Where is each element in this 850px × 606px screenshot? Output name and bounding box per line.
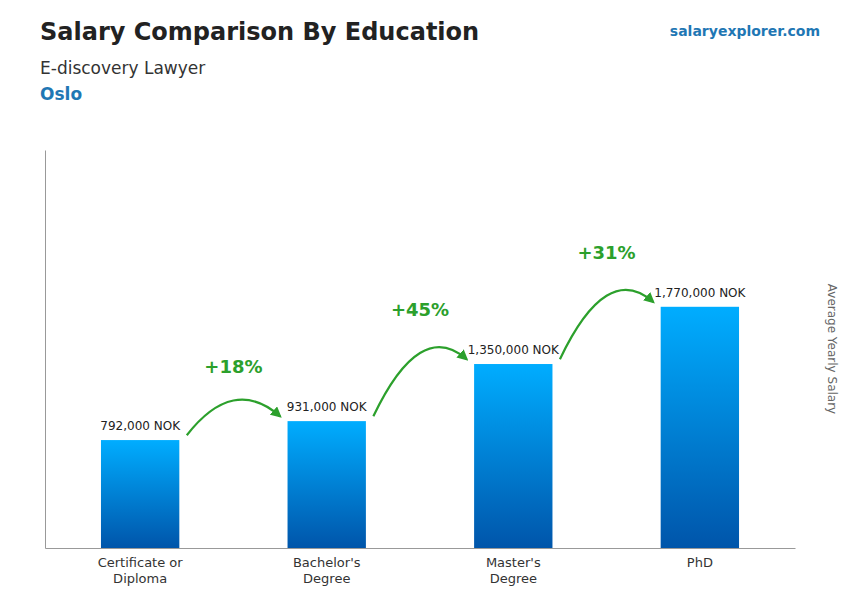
data-labels: 792,000 NOK 931,000 NOK 1,350,000 NOK 1,770… bbox=[100, 286, 746, 433]
data-label: 931,000 NOK bbox=[287, 400, 368, 414]
data-label: 1,770,000 NOK bbox=[654, 286, 746, 300]
x-tick-label-line: PhD bbox=[687, 555, 713, 570]
plot: Certificate orDiplomaBachelor'sDegreeMas… bbox=[46, 151, 796, 586]
title: Salary Comparison By Education bbox=[40, 18, 479, 46]
change-arrow bbox=[373, 347, 466, 416]
bar bbox=[661, 307, 739, 548]
change-label: +18% bbox=[204, 356, 262, 377]
x-tick-label: Certificate orDiploma bbox=[98, 555, 184, 586]
x-tick-label: Master'sDegree bbox=[486, 555, 541, 586]
bar bbox=[101, 440, 179, 548]
data-label: 1,350,000 NOK bbox=[468, 343, 560, 357]
change-arrows: +18% +45% +31% bbox=[187, 242, 653, 436]
x-tick-label-line: Diploma bbox=[113, 571, 167, 586]
x-tick: Bachelor'sDegree bbox=[293, 555, 361, 586]
bars bbox=[101, 307, 739, 548]
x-axis: Certificate orDiplomaBachelor'sDegreeMas… bbox=[46, 549, 796, 586]
y-axis-label: Average Yearly Salary bbox=[825, 284, 839, 414]
x-tick: PhD bbox=[687, 555, 713, 570]
x-tick-label: Bachelor'sDegree bbox=[293, 555, 361, 586]
x-tick-label-line: Certificate or bbox=[98, 555, 184, 570]
x-tick-label-line: Degree bbox=[303, 571, 350, 586]
data-label: 792,000 NOK bbox=[100, 419, 181, 433]
subtitle: E-discovery Lawyer bbox=[40, 58, 205, 78]
change-arrow bbox=[187, 400, 280, 436]
source: salaryexplorer.com bbox=[670, 23, 820, 39]
x-tick-label: PhD bbox=[687, 555, 713, 570]
x-tick-label-line: Bachelor's bbox=[293, 555, 361, 570]
x-axis-line bbox=[46, 548, 796, 549]
x-tick-label-line: Master's bbox=[486, 555, 541, 570]
change-label: +45% bbox=[391, 299, 449, 320]
change-arrow bbox=[560, 290, 653, 359]
x-tick: Certificate orDiploma bbox=[98, 555, 184, 586]
x-tick-label-line: Degree bbox=[490, 571, 537, 586]
y-axis bbox=[45, 151, 46, 549]
x-tick: Master'sDegree bbox=[486, 555, 541, 586]
change-label: +31% bbox=[577, 242, 635, 263]
chart-root: Salary Comparison By Education E-discover… bbox=[0, 0, 850, 606]
location: Oslo bbox=[40, 84, 82, 104]
y-axis-line bbox=[45, 151, 46, 549]
bar bbox=[474, 364, 552, 548]
bar bbox=[288, 421, 366, 548]
